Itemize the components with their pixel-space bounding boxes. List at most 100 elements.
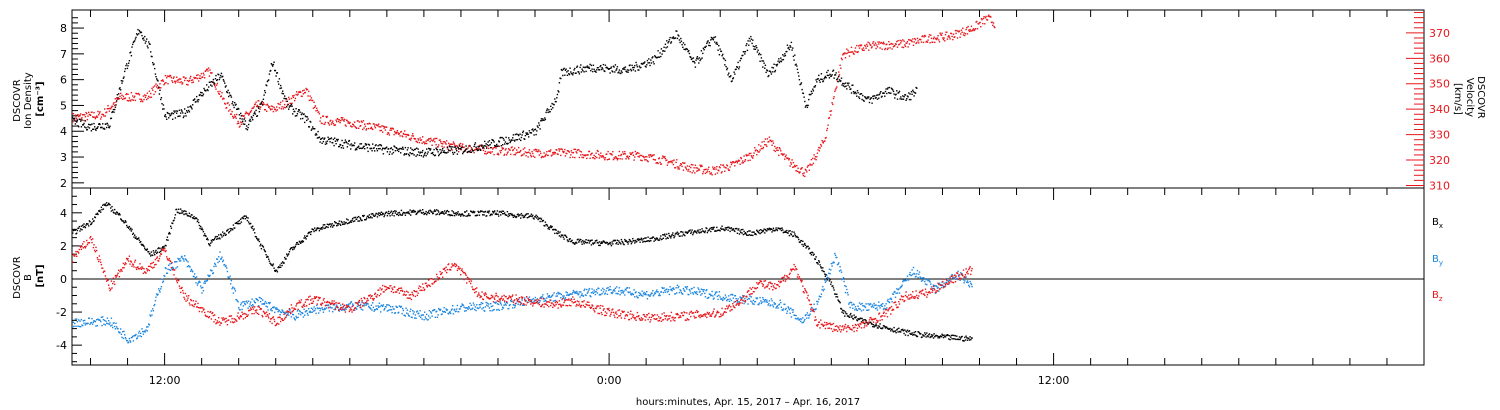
by-point — [583, 289, 585, 292]
bx-point — [197, 219, 199, 221]
velocity-point — [534, 148, 537, 151]
velocity-point — [195, 77, 197, 79]
bx-point — [174, 217, 176, 219]
velocity-point — [704, 168, 706, 171]
density-point — [638, 65, 641, 67]
density-point — [706, 42, 708, 45]
density-point — [591, 68, 593, 70]
bx-point — [438, 211, 440, 213]
velocity-point — [312, 107, 315, 109]
velocity-point — [86, 118, 89, 121]
density-point — [196, 95, 198, 98]
bx-point — [654, 239, 657, 241]
density-point — [585, 70, 587, 73]
bx-point — [823, 271, 825, 273]
velocity-point — [214, 84, 216, 87]
velocity-point — [258, 105, 261, 108]
velocity-point — [580, 154, 582, 156]
by-point — [178, 258, 180, 260]
velocity-point — [342, 117, 344, 119]
density-point — [746, 49, 749, 52]
by-point — [549, 296, 551, 298]
bx-point — [642, 241, 644, 243]
by-point — [242, 305, 245, 307]
density-point — [285, 97, 287, 100]
bx-point — [162, 246, 164, 248]
density-point — [202, 93, 205, 95]
velocity-point — [930, 37, 933, 40]
density-point — [712, 39, 715, 41]
by-point — [630, 293, 632, 295]
velocity-point — [338, 119, 341, 121]
bx-point — [647, 236, 649, 238]
density-point — [722, 53, 724, 56]
velocity-point — [98, 114, 100, 116]
bx-point — [436, 209, 438, 211]
bx-point — [198, 221, 200, 224]
bx-point — [228, 232, 230, 234]
density-point — [240, 112, 242, 115]
velocity-point — [858, 45, 860, 47]
by-point — [121, 336, 123, 339]
by-point — [232, 292, 235, 294]
density-point — [696, 57, 698, 59]
bx-point — [388, 210, 390, 213]
density-point — [696, 56, 699, 58]
by-point — [652, 290, 654, 292]
velocity-point — [705, 168, 707, 170]
density-point — [212, 81, 214, 83]
density-point — [255, 109, 257, 112]
bx-point — [933, 333, 935, 335]
velocity-point — [237, 120, 239, 123]
velocity-point — [197, 74, 199, 76]
velocity-point — [108, 108, 110, 110]
by-point — [578, 293, 580, 295]
by-point — [264, 302, 266, 304]
by-point — [271, 310, 273, 312]
density-point — [686, 48, 689, 51]
velocity-point — [442, 141, 445, 143]
velocity-point — [778, 147, 781, 149]
velocity-point — [913, 41, 915, 43]
density-point — [485, 143, 487, 145]
velocity-point — [718, 166, 721, 168]
velocity-point — [106, 108, 109, 110]
density-point — [407, 147, 409, 149]
bx-point — [434, 209, 436, 211]
by-point — [117, 328, 119, 330]
bx-point — [598, 244, 600, 247]
by-point — [276, 307, 278, 309]
velocity-point — [446, 140, 448, 142]
velocity-point — [327, 121, 329, 124]
density-point — [84, 120, 87, 122]
density-point — [770, 71, 772, 73]
density-point — [502, 144, 504, 146]
density-point — [378, 144, 381, 146]
velocity-point — [458, 143, 461, 145]
velocity-point — [814, 156, 817, 158]
density-point — [432, 153, 435, 156]
velocity-point — [791, 159, 793, 161]
density-point — [182, 112, 184, 114]
bx-point — [592, 243, 595, 245]
by-point — [519, 304, 521, 306]
velocity-point — [226, 106, 228, 109]
bx-point — [513, 214, 515, 216]
velocity-point — [404, 130, 406, 132]
density-point — [540, 118, 543, 120]
bx-point — [674, 235, 676, 237]
density-point — [433, 148, 435, 151]
density-point — [526, 133, 528, 136]
density-point — [883, 92, 885, 94]
bx-point — [365, 218, 367, 221]
density-point — [579, 66, 581, 69]
by-point — [491, 310, 493, 312]
density-point — [450, 148, 453, 150]
by-point — [623, 290, 625, 292]
velocity-point — [820, 145, 823, 147]
velocity-point — [756, 150, 759, 152]
density-point — [431, 152, 433, 154]
bx-point — [672, 232, 674, 234]
velocity-point — [154, 91, 157, 93]
